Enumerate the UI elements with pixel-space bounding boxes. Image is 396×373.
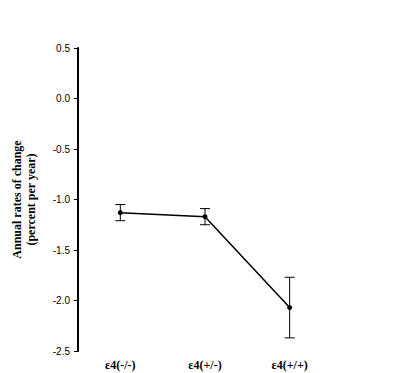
svg-text:0.0: 0.0 [56,93,70,104]
svg-text:(percent per year): (percent per year) [24,153,38,245]
svg-text:-0.5: -0.5 [53,144,71,155]
svg-text:Annual rates of change: Annual rates of change [10,140,24,259]
svg-text:0.5: 0.5 [56,43,70,54]
svg-text:-2.0: -2.0 [53,295,71,306]
svg-text:ε4(-/-): ε4(-/-) [105,358,135,372]
svg-text:-1.0: -1.0 [53,194,71,205]
svg-text:-1.5: -1.5 [53,245,71,256]
svg-text:ε4(+/-): ε4(+/-) [188,358,221,372]
svg-text:-2.5: -2.5 [53,346,71,357]
svg-text:ε4(+/+): ε4(+/+) [272,358,308,372]
